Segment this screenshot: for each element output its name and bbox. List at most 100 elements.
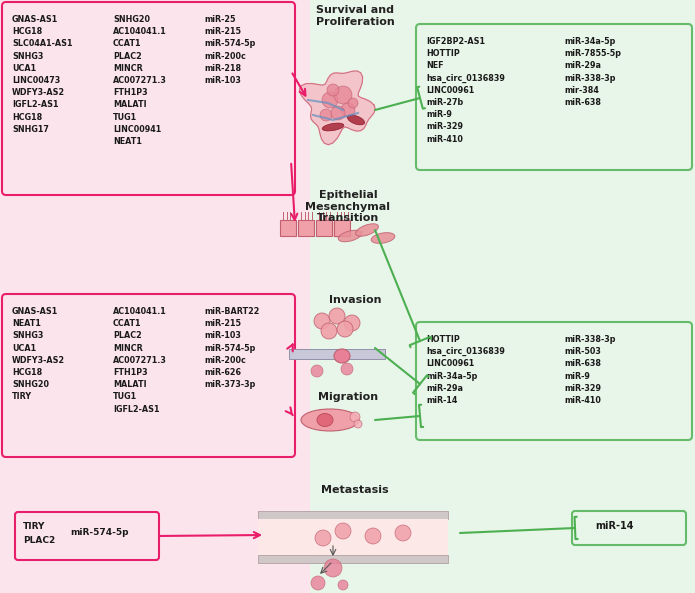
Text: Migration: Migration xyxy=(318,392,378,402)
Text: SNHG20: SNHG20 xyxy=(12,380,49,389)
Text: miR-215: miR-215 xyxy=(204,27,241,36)
Text: miR-574-5p: miR-574-5p xyxy=(204,39,256,49)
Text: IGF2BP2-AS1: IGF2BP2-AS1 xyxy=(426,37,485,46)
Text: miR-103: miR-103 xyxy=(204,331,241,340)
FancyBboxPatch shape xyxy=(416,24,692,170)
Text: Epithelial
Mesenchymal
Transition: Epithelial Mesenchymal Transition xyxy=(306,190,391,223)
Bar xyxy=(280,220,296,236)
Text: TUG1: TUG1 xyxy=(113,393,137,401)
FancyBboxPatch shape xyxy=(572,511,686,545)
Text: NEF: NEF xyxy=(426,62,443,71)
Bar xyxy=(334,220,350,236)
Text: AC007271.3: AC007271.3 xyxy=(113,76,167,85)
Text: TIRY: TIRY xyxy=(23,522,45,531)
Circle shape xyxy=(395,525,411,541)
Text: miR-329: miR-329 xyxy=(565,384,602,393)
Ellipse shape xyxy=(338,230,361,242)
Circle shape xyxy=(311,576,325,590)
Circle shape xyxy=(350,412,360,422)
Ellipse shape xyxy=(317,413,333,426)
Text: MINCR: MINCR xyxy=(113,343,142,353)
Circle shape xyxy=(327,84,339,96)
Text: IGFL2-AS1: IGFL2-AS1 xyxy=(113,404,159,413)
Text: miR-29a: miR-29a xyxy=(565,62,602,71)
Text: PLAC2: PLAC2 xyxy=(23,536,55,545)
Bar xyxy=(316,220,332,236)
Circle shape xyxy=(334,86,352,104)
Text: MALATI: MALATI xyxy=(113,100,147,109)
Text: LINC00961: LINC00961 xyxy=(426,359,474,368)
Text: miR-200c: miR-200c xyxy=(204,52,246,60)
Text: CCAT1: CCAT1 xyxy=(113,319,141,328)
Text: CCAT1: CCAT1 xyxy=(113,39,141,49)
Text: SNHG17: SNHG17 xyxy=(12,125,49,134)
Ellipse shape xyxy=(371,232,395,243)
Text: LINC00473: LINC00473 xyxy=(12,76,60,85)
Text: AC104041.1: AC104041.1 xyxy=(113,307,167,316)
Ellipse shape xyxy=(322,123,344,131)
Text: miR-218: miR-218 xyxy=(204,64,241,73)
Circle shape xyxy=(320,109,332,121)
Polygon shape xyxy=(323,216,340,238)
Text: miR-9: miR-9 xyxy=(426,110,452,119)
Circle shape xyxy=(348,98,358,108)
Circle shape xyxy=(341,363,353,375)
Text: miR-338-3p: miR-338-3p xyxy=(565,335,616,344)
Text: TIRY: TIRY xyxy=(12,393,32,401)
Text: miR-34a-5p: miR-34a-5p xyxy=(565,37,616,46)
Circle shape xyxy=(365,528,381,544)
Circle shape xyxy=(322,92,338,108)
Text: Invasion: Invasion xyxy=(329,295,382,305)
Text: miR-373-3p: miR-373-3p xyxy=(204,380,256,389)
Text: TUG1: TUG1 xyxy=(113,113,137,122)
Text: SNHG20: SNHG20 xyxy=(113,15,150,24)
Text: miR-9: miR-9 xyxy=(565,372,591,381)
Circle shape xyxy=(344,315,360,331)
Text: miR-410: miR-410 xyxy=(426,135,463,144)
Text: miR-25: miR-25 xyxy=(204,15,236,24)
Circle shape xyxy=(311,365,323,377)
Text: HOTTIP: HOTTIP xyxy=(426,49,460,58)
Text: miR-34a-5p: miR-34a-5p xyxy=(426,372,477,381)
Text: miR-638: miR-638 xyxy=(565,98,602,107)
Text: mir-384: mir-384 xyxy=(565,86,600,95)
Text: HCG18: HCG18 xyxy=(12,113,42,122)
Text: LINC00941: LINC00941 xyxy=(113,125,161,134)
Bar xyxy=(258,519,448,555)
Text: NEAT1: NEAT1 xyxy=(113,137,142,146)
Polygon shape xyxy=(310,0,695,593)
Text: WDFY3-AS2: WDFY3-AS2 xyxy=(12,88,65,97)
Text: AC007271.3: AC007271.3 xyxy=(113,356,167,365)
Circle shape xyxy=(315,530,331,546)
Circle shape xyxy=(338,580,348,590)
Text: MINCR: MINCR xyxy=(113,64,142,73)
Text: miR-574-5p: miR-574-5p xyxy=(204,343,256,353)
Bar xyxy=(289,349,385,359)
Text: miR-574-5p: miR-574-5p xyxy=(70,528,129,537)
Text: GNAS-AS1: GNAS-AS1 xyxy=(12,15,58,24)
Bar xyxy=(258,555,448,563)
Text: miR-410: miR-410 xyxy=(565,396,602,405)
Text: miR-103: miR-103 xyxy=(204,76,241,85)
Text: miR-14: miR-14 xyxy=(595,521,634,531)
Text: Metastasis: Metastasis xyxy=(321,485,389,495)
Text: miR-200c: miR-200c xyxy=(204,356,246,365)
FancyBboxPatch shape xyxy=(15,512,159,560)
Polygon shape xyxy=(300,71,375,145)
Text: AC104041.1: AC104041.1 xyxy=(113,27,167,36)
Text: UCA1: UCA1 xyxy=(12,343,36,353)
Text: miR-338-3p: miR-338-3p xyxy=(565,74,616,82)
Text: miR-7855-5p: miR-7855-5p xyxy=(565,49,622,58)
Text: WDFY3-AS2: WDFY3-AS2 xyxy=(12,356,65,365)
Text: miR-503: miR-503 xyxy=(565,347,602,356)
Text: miR-626: miR-626 xyxy=(204,368,241,377)
Text: hsa_circ_0136839: hsa_circ_0136839 xyxy=(426,347,505,356)
Circle shape xyxy=(329,308,345,324)
Circle shape xyxy=(331,106,345,120)
Text: FTH1P3: FTH1P3 xyxy=(113,88,147,97)
Ellipse shape xyxy=(348,115,365,125)
Text: NEAT1: NEAT1 xyxy=(12,319,41,328)
Circle shape xyxy=(354,420,362,428)
Text: miR-14: miR-14 xyxy=(426,396,457,405)
Text: SNHG3: SNHG3 xyxy=(12,331,43,340)
